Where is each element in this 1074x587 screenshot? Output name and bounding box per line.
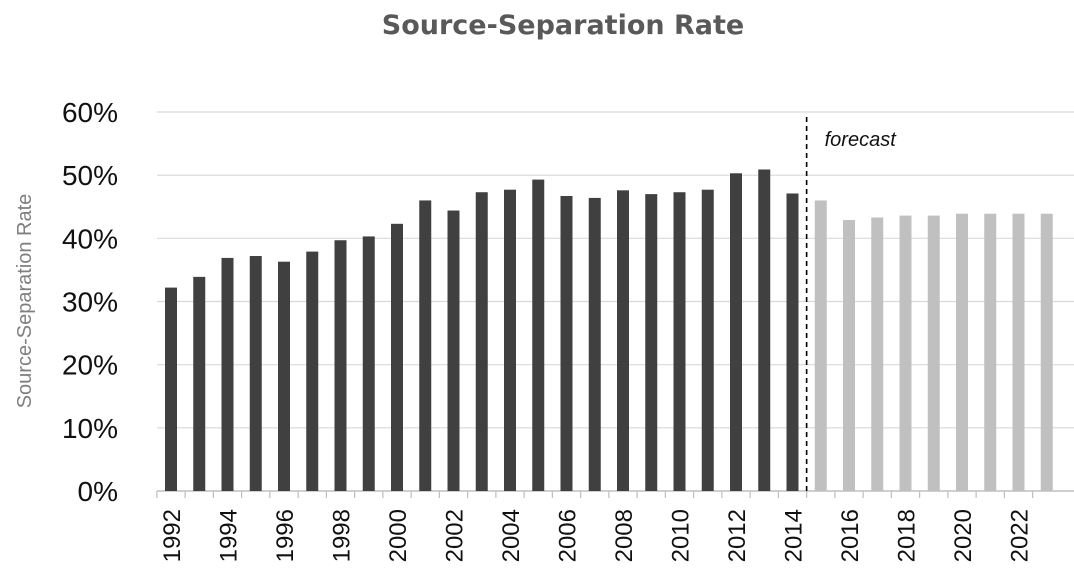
- x-tick-label: 2008: [611, 509, 638, 562]
- bar: [560, 196, 573, 492]
- bar: [475, 192, 488, 491]
- y-tick-label: 50%: [62, 160, 118, 191]
- x-tick-label: 2004: [498, 509, 525, 562]
- forecast-bar: [843, 220, 855, 491]
- x-tick-label: 2000: [385, 509, 412, 562]
- x-tick-label: 1992: [159, 509, 186, 562]
- x-tick-label: 2020: [950, 509, 977, 562]
- bar: [334, 240, 347, 491]
- bar: [588, 197, 601, 491]
- bar: [306, 251, 319, 491]
- y-tick-label: 20%: [62, 350, 118, 381]
- bar: [758, 169, 771, 491]
- bar: [786, 193, 799, 492]
- forecast-bar: [871, 217, 884, 491]
- bar: [645, 194, 658, 491]
- x-tick-label: 2018: [894, 509, 921, 562]
- forecast-bar: [814, 200, 827, 491]
- bar: [278, 261, 290, 491]
- bar: [193, 276, 206, 491]
- bar: [730, 173, 742, 491]
- x-tick-label: 1994: [216, 509, 243, 562]
- forecast-bar: [956, 213, 968, 491]
- bar: [221, 257, 234, 491]
- x-tick-label: 2016: [837, 509, 864, 562]
- x-tick-label: 2002: [442, 509, 469, 562]
- forecast-bar: [1040, 213, 1053, 491]
- y-tick-label: 30%: [62, 287, 118, 318]
- x-tick-label: 2022: [1007, 509, 1034, 562]
- x-tick-label: 2012: [724, 509, 751, 562]
- forecast-bar: [984, 213, 997, 491]
- x-tick-label: 2010: [668, 509, 695, 562]
- bar: [165, 287, 177, 491]
- y-tick-label: 10%: [62, 413, 118, 444]
- bar: [504, 189, 516, 491]
- bar: [419, 200, 432, 491]
- x-tick-label: 2014: [781, 509, 808, 562]
- bar: [673, 192, 686, 491]
- bar: [249, 256, 262, 491]
- y-axis-title: Source-Separation Rate: [14, 194, 36, 409]
- chart-title: Source-Separation Rate: [381, 10, 745, 41]
- forecast-annotation: forecast: [825, 129, 898, 151]
- bar: [391, 223, 403, 491]
- forecast-bar: [1012, 213, 1025, 491]
- bar: [617, 190, 629, 491]
- forecast-bar: [899, 215, 912, 492]
- forecast-bar: [927, 215, 940, 492]
- bar: [701, 189, 714, 491]
- bar: [362, 236, 375, 491]
- x-tick-label: 1996: [272, 509, 299, 562]
- x-tick-label: 2006: [555, 509, 582, 562]
- y-tick-label: 0%: [78, 476, 118, 507]
- bar: [532, 179, 545, 492]
- y-tick-label: 40%: [62, 223, 118, 254]
- x-tick-label: 1998: [329, 509, 356, 562]
- y-tick-label: 60%: [62, 97, 118, 128]
- bar: [447, 210, 460, 492]
